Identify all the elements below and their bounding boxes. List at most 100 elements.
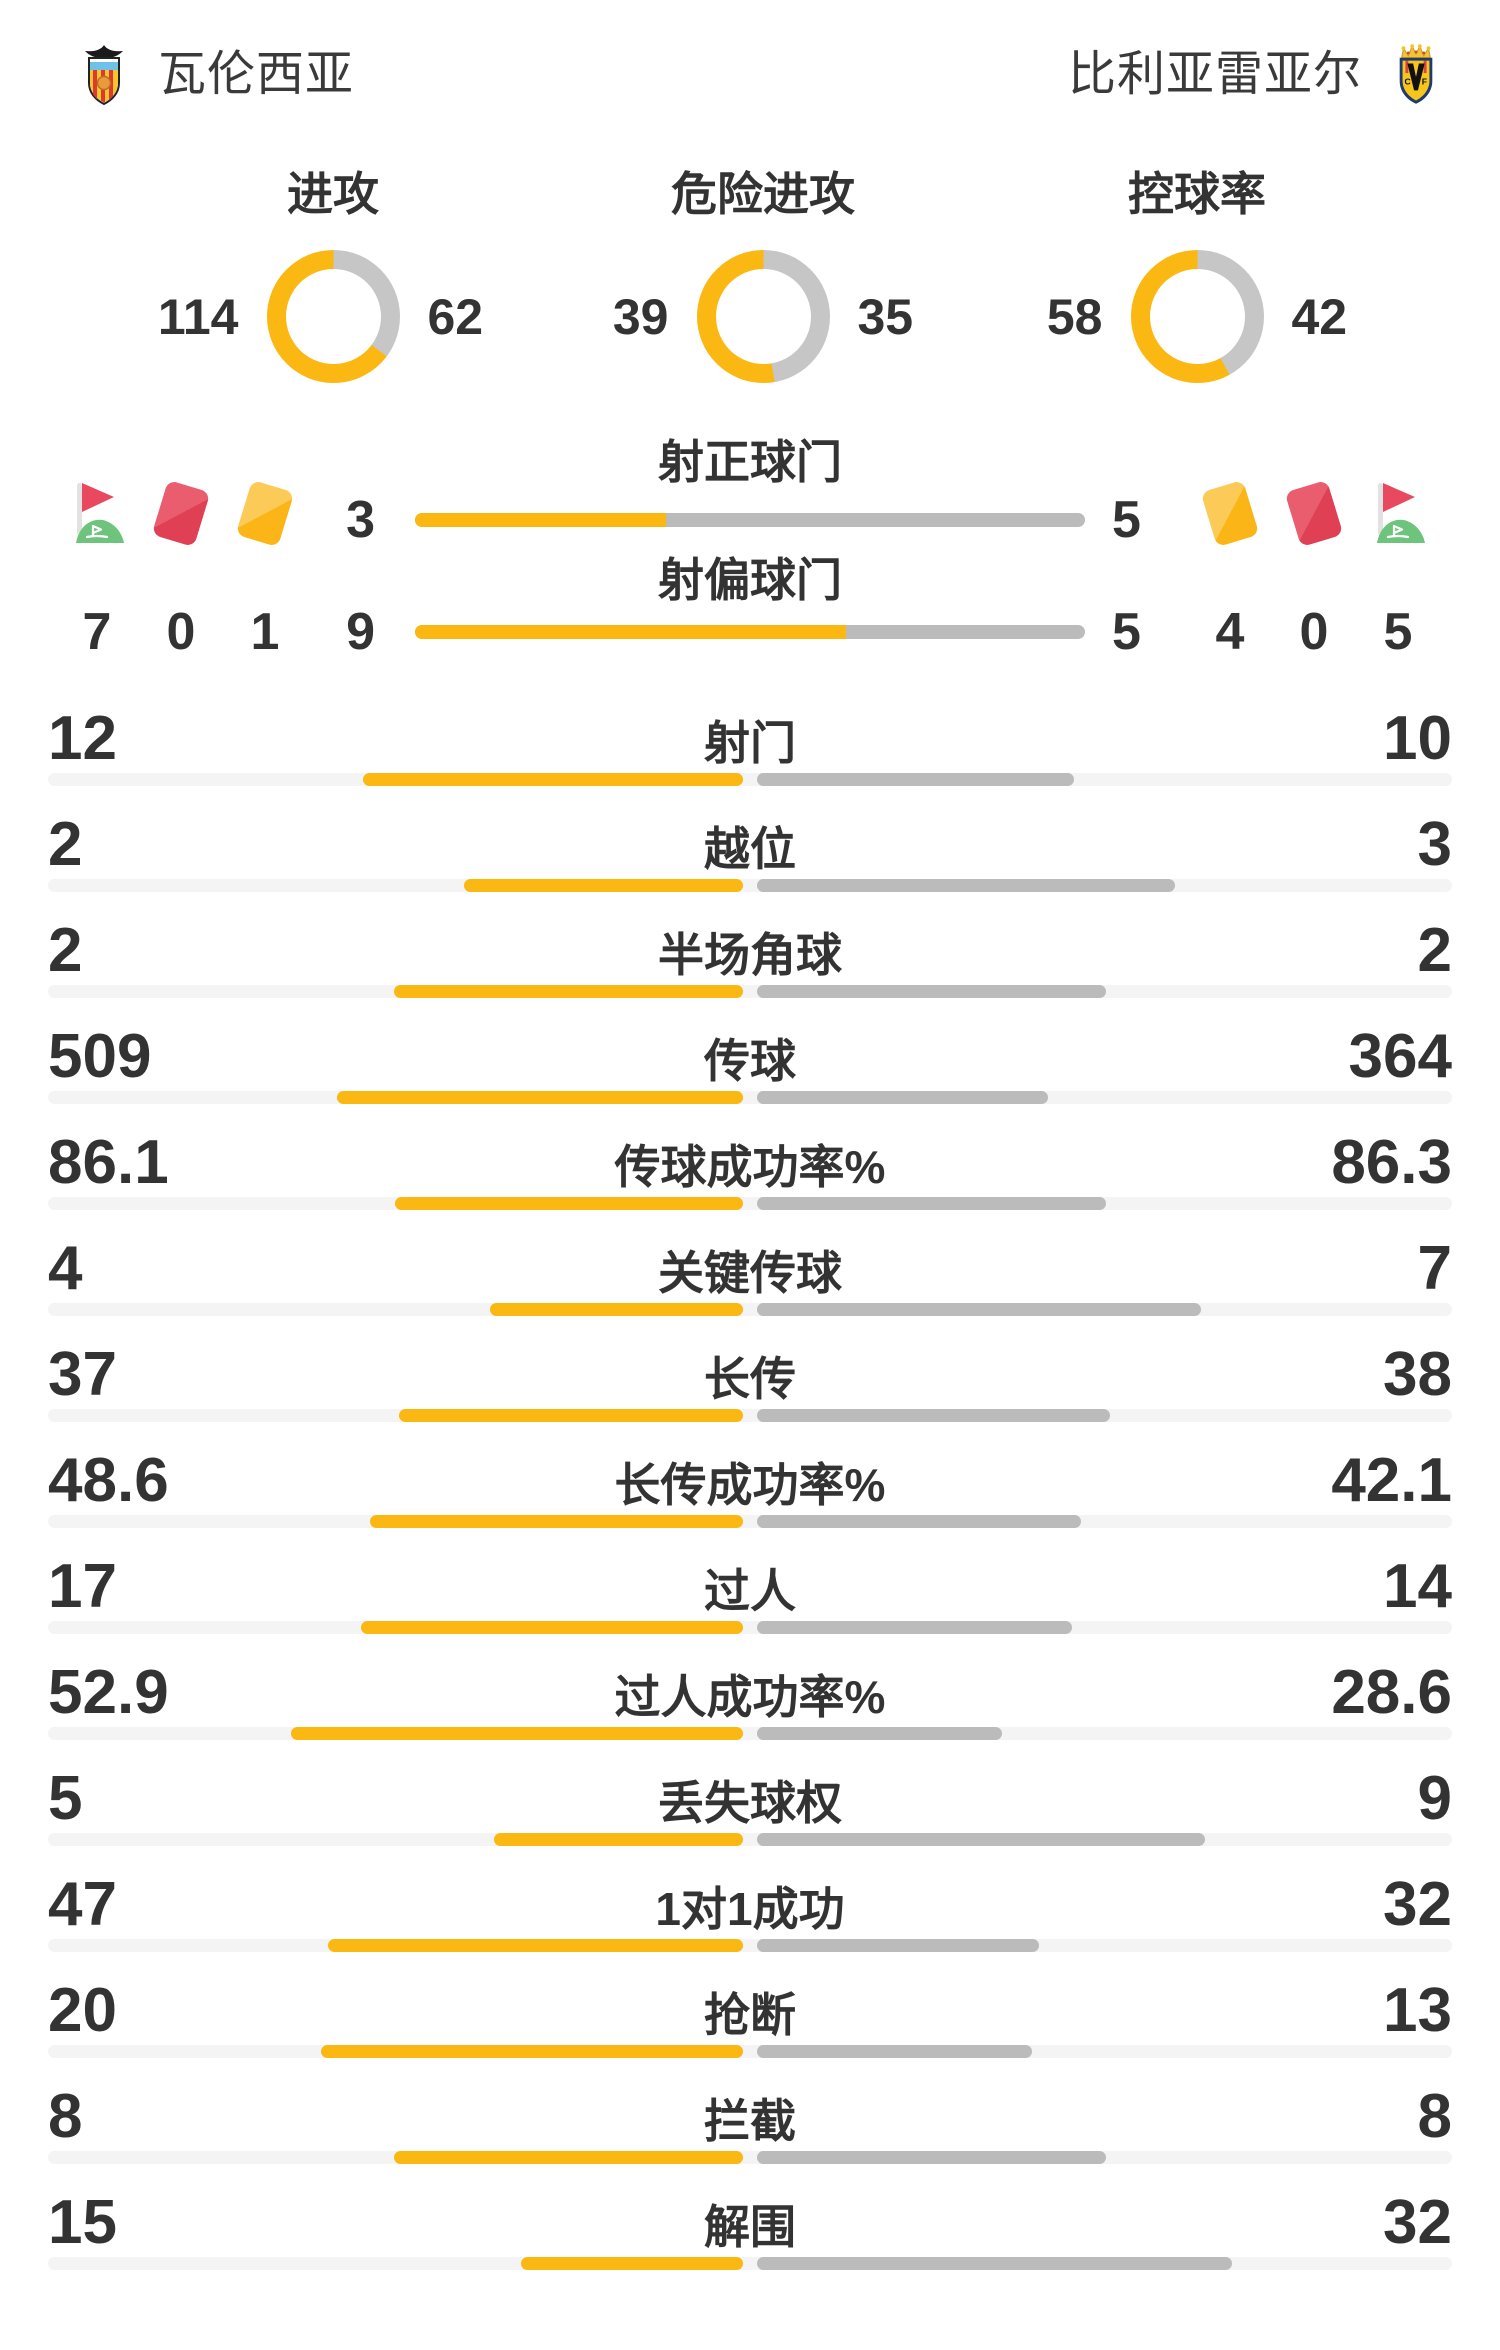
away-team-header: 比利亚雷亚尔 C F [1068,42,1440,108]
stat-home-value: 37 [48,1340,117,1409]
stat-home-value: 2 [48,810,83,879]
stat-away-bar [757,1515,1081,1528]
stat-home-bar [399,1409,743,1422]
donut-stat-block: 进攻 114 62 [88,168,578,385]
stat-bar-track [48,1727,1452,1740]
home-corners-count: 7 [82,603,112,661]
stat-home-bar [370,1515,743,1528]
stat-away-bar [757,1939,1039,1952]
stat-bar-track [48,2257,1452,2270]
stat-away-value: 28.6 [1331,1658,1452,1727]
stat-label: 解围 [704,2201,796,2253]
stat-home-value: 8 [48,2082,83,2151]
stat-home-value: 48.6 [48,1446,169,1515]
stat-bar-track [48,1091,1452,1104]
stat-away-value: 10 [1383,704,1452,773]
stat-away-value: 3 [1417,810,1452,879]
stat-label: 越位 [704,823,796,875]
donut-hole [285,269,381,364]
stat-bar-track [48,985,1452,998]
donut-home-value: 39 [612,288,669,345]
stat-home-value: 52.9 [48,1658,169,1727]
stat-bar-track [48,1303,1452,1316]
home-team-header: 瓦伦西亚 [80,42,354,108]
stat-away-value: 32 [1383,1870,1452,1939]
red-card-icon [151,479,211,547]
stat-bar-track [48,1939,1452,1952]
stat-row: 5 丢失球权 9 [0,1760,1500,1866]
stat-bar-track [48,773,1452,786]
home-discipline-icons [66,479,296,547]
stat-home-value: 86.1 [48,1128,169,1197]
stat-away-bar [757,1303,1201,1316]
shots-on-target-away: 5 [1112,491,1141,549]
donut-home-value: 114 [157,288,239,345]
stat-row: 20 抢断 13 [0,1972,1500,2078]
valencia-crest-icon [85,45,123,106]
stat-away-value: 38 [1383,1340,1452,1409]
stat-away-value: 2 [1417,916,1452,985]
stat-home-bar [337,1091,743,1104]
stat-home-value: 4 [48,1234,83,1303]
stat-away-value: 32 [1383,2188,1452,2257]
stat-bar-track [48,1197,1452,1210]
shots-on-target-home: 3 [346,491,375,549]
stat-row: 47 1对1成功 32 [0,1866,1500,1972]
stat-row: 2 越位 3 [0,806,1500,912]
stat-away-value: 7 [1417,1234,1452,1303]
stat-label: 拦截 [704,2095,796,2147]
svg-text:C: C [1404,77,1410,87]
donut-stat-block: 危险进攻 39 35 [518,168,1008,385]
stat-label: 抢断 [704,1989,796,2041]
stat-row: 8 拦截 8 [0,2078,1500,2184]
corner-flag-icon [76,483,124,543]
villarreal-crest-icon: C F [1399,44,1433,104]
stat-row: 86.1 传球成功率% 86.3 [0,1124,1500,1230]
stat-home-bar [521,2257,743,2270]
stat-away-bar [757,2045,1032,2058]
stat-away-bar [757,773,1074,786]
stat-away-value: 8 [1417,2082,1452,2151]
stat-bar-track [48,1515,1452,1528]
donut-stat-block: 控球率 58 42 [952,168,1442,385]
donut-hole [1149,269,1245,364]
stat-label: 长传 [704,1353,796,1405]
stat-away-value: 86.3 [1331,1128,1452,1197]
shots-off-target-bar [415,625,1085,639]
stat-away-bar [757,879,1175,892]
stat-home-value: 17 [48,1552,117,1621]
stat-home-bar [490,1303,743,1316]
stat-bar-track [48,1833,1452,1846]
red-card-icon [1284,479,1344,547]
stat-home-bar [395,1197,743,1210]
stat-away-bar [757,985,1106,998]
stat-home-value: 509 [48,1022,152,1091]
stat-home-bar [321,2045,743,2058]
stat-home-value: 12 [48,704,117,773]
stat-home-value: 15 [48,2188,117,2257]
stat-home-value: 47 [48,1870,117,1939]
stat-bar-track [48,2151,1452,2164]
stat-away-bar [757,1197,1106,1210]
stat-row: 12 射门 10 [0,700,1500,806]
stat-home-bar [464,879,743,892]
stat-row: 15 解围 32 [0,2184,1500,2290]
stat-home-bar [394,985,743,998]
away-discipline-values: 4 0 5 [1199,604,1429,660]
stat-bar-track [48,879,1452,892]
stat-label: 长传成功率% [614,1459,886,1511]
stat-home-bar [361,1621,743,1634]
stat-row: 2 半场角球 2 [0,912,1500,1018]
stat-away-value: 364 [1348,1022,1452,1091]
donut-hole [715,269,811,364]
donut-chart [266,250,400,383]
stat-label: 1对1成功 [655,1883,845,1935]
stat-label: 半场角球 [658,929,842,981]
donut-home-value: 58 [1046,288,1103,345]
stat-bar-track [48,1409,1452,1422]
stat-label: 射门 [704,717,796,769]
yellow-card-icon [1200,479,1260,547]
stat-label: 丢失球权 [658,1777,842,1829]
stat-away-bar [757,1833,1205,1846]
